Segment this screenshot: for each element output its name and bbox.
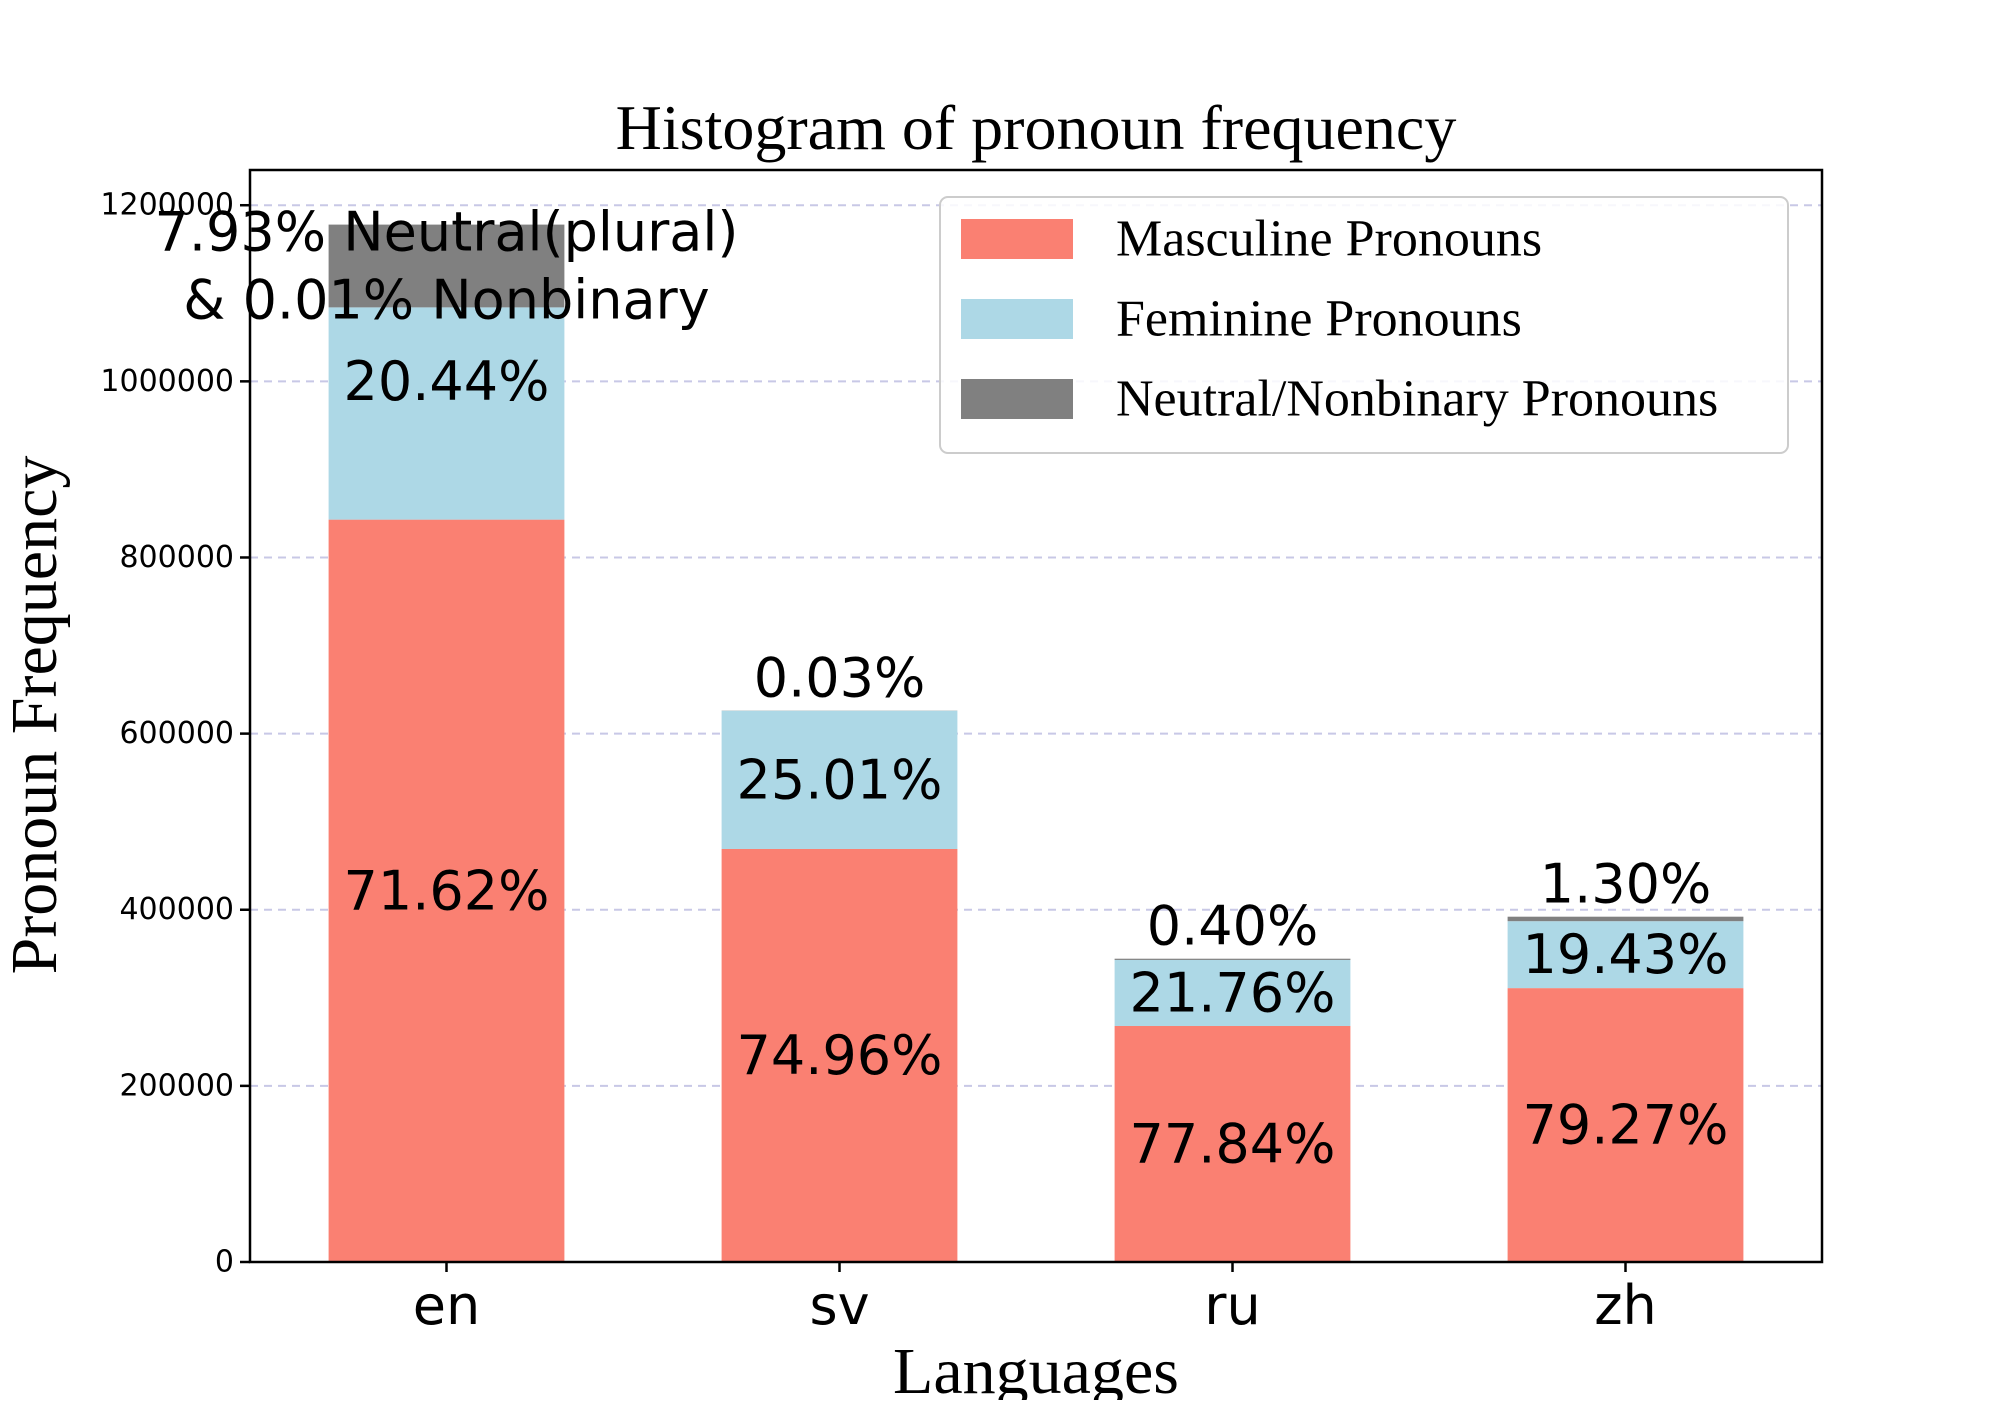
y-axis-label: Pronoun Frequency <box>0 456 71 975</box>
y-ticks: 0 200000 400000 600000 800000 1000000 1200000 <box>100 188 250 1280</box>
bar-label-ru-series-0: 77.84% <box>1130 1112 1336 1175</box>
x-axis-label: Languages <box>893 1335 1179 1400</box>
legend: Masculine Pronouns Feminine Pronouns Neutr… <box>940 197 1788 453</box>
x-tick-label-en: en <box>413 1274 480 1337</box>
y-tick-label-400000: 400000 <box>119 892 234 927</box>
y-tick-label-200000: 200000 <box>119 1068 234 1103</box>
legend-label-0: Masculine Pronouns <box>1116 211 1542 268</box>
y-tick-label-1000000: 1000000 <box>100 364 234 399</box>
bar-en-series-1 <box>329 307 565 519</box>
y-tick-label-800000: 800000 <box>119 540 234 575</box>
bar-label-en-series-1: 20.44% <box>344 350 550 413</box>
y-tick-label-1200000: 1200000 <box>100 188 234 223</box>
bar-label-sv-series-1: 25.01% <box>737 748 943 811</box>
x-ticks: en sv ru zh <box>413 1262 1657 1337</box>
bar-label-ru-series-1: 21.76% <box>1130 961 1336 1024</box>
x-tick-label-ru: ru <box>1204 1274 1260 1337</box>
bar-label-sv-series-0: 74.96% <box>737 1024 943 1087</box>
legend-swatch-2 <box>961 379 1073 419</box>
bar-label-en-series-0: 71.62% <box>344 859 550 922</box>
y-tick-label-0: 0 <box>215 1245 234 1280</box>
bar-label-en-series-2-line-0: 7.93% Neutral(plural) <box>155 200 739 263</box>
legend-swatch-1 <box>961 299 1073 339</box>
bar-zh-series-2 <box>1508 917 1744 921</box>
x-tick-label-zh: zh <box>1594 1274 1657 1337</box>
bar-label-en-series-2-line-1: & 0.01% Nonbinary <box>183 268 709 331</box>
x-tick-label-sv: sv <box>809 1274 869 1337</box>
y-tick-label-600000: 600000 <box>119 716 234 751</box>
legend-swatch-0 <box>961 219 1073 259</box>
bar-label-zh-series-0: 79.27% <box>1523 1094 1729 1157</box>
bar-label-zh-series-2: 1.30% <box>1540 853 1712 916</box>
bar-label-sv-series-2: 0.03% <box>754 647 926 710</box>
bar-ru-series-2 <box>1115 959 1351 960</box>
bar-label-zh-series-1: 19.43% <box>1523 923 1729 986</box>
legend-label-1: Feminine Pronouns <box>1116 291 1522 348</box>
bar-label-ru-series-2: 0.40% <box>1147 895 1319 958</box>
chart-title: Histogram of pronoun frequency <box>616 92 1457 163</box>
legend-label-2: Neutral/Nonbinary Pronouns <box>1116 371 1718 428</box>
